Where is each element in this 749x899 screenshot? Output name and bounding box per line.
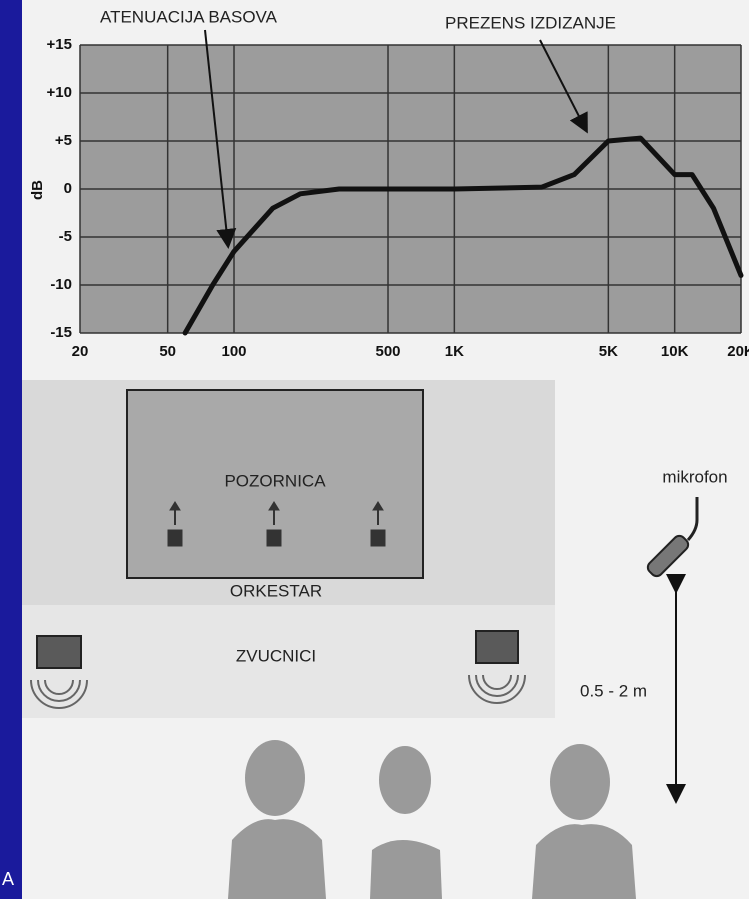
y-tick-label: -5 [59,228,72,245]
x-tick-label: 500 [375,343,400,360]
stage-label: POZORNICA [224,471,326,490]
x-tick-label: 10K [661,343,689,360]
y-tick-label: -10 [50,276,72,293]
x-tick-label: 50 [159,343,176,360]
y-tick-label: -15 [50,324,72,341]
orchestra-label: ORKESTAR [230,581,322,600]
distance-label: 0.5 - 2 m [580,681,647,700]
y-tick-label: 0 [64,180,72,197]
y-axis-label: dB [29,180,46,200]
x-tick-label: 1K [445,343,464,360]
annotation: PREZENS IZDIZANJE [445,13,616,32]
x-tick-label: 100 [221,343,246,360]
y-tick-label: +10 [47,84,72,101]
y-tick-label: +15 [47,36,72,53]
figure: +15 +10 +5 0 -5 -10 -1520 50 100 500 1K 5K 10K 20K dB… [0,0,749,899]
annotation: ATENUACIJA BASOVA [100,7,278,26]
x-tick-label: 5K [599,343,618,360]
microphone-label: mikrofon [662,467,727,486]
x-tick-label: 20K [727,343,749,360]
corner-letter: A [2,869,14,889]
x-tick-label: 20 [72,343,89,360]
speakers-label: ZVUCNICI [236,646,316,665]
y-tick-label: +5 [55,132,72,149]
page: +15 +10 +5 0 -5 -10 -1520 50 100 500 1K 5K 10K 20K dB… [0,0,749,899]
slide-border [0,0,22,899]
